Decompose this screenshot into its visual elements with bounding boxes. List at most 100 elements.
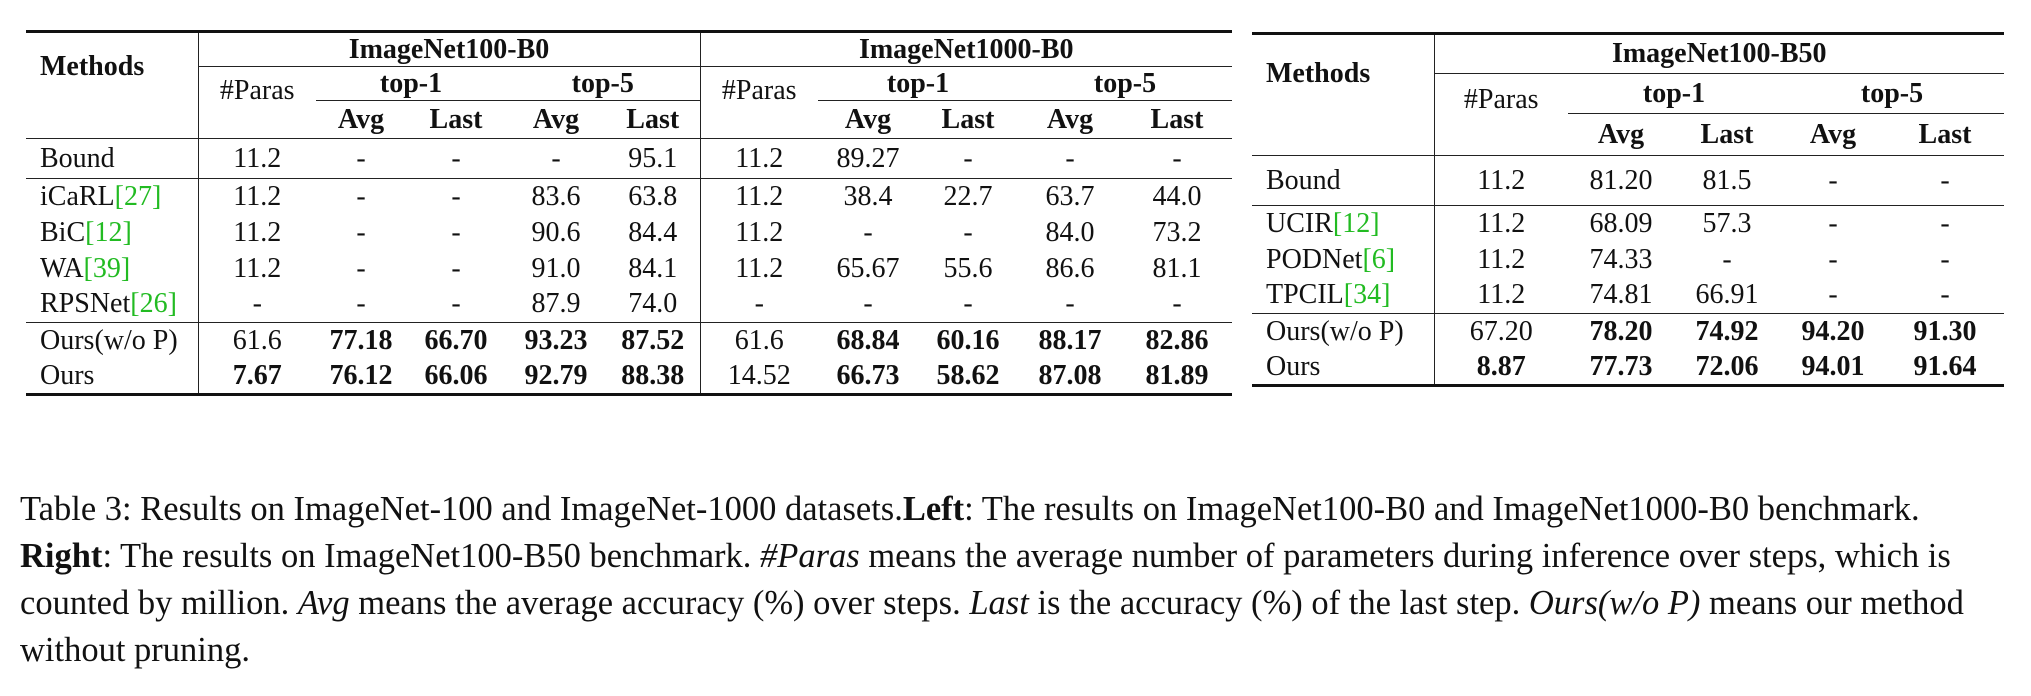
citation-link[interactable]: [6] (1362, 243, 1396, 275)
method-label: WA (40, 252, 84, 284)
method-name: BiC[12] (26, 214, 199, 251)
table-cell: - (1172, 288, 1182, 320)
table-row: TPCIL[34] 11.2 74.81 66.91 - - (1252, 277, 2004, 314)
avg-header: Avg (1046, 103, 1094, 135)
caption-ours-text: means our method without pruning. (20, 584, 1964, 669)
method-label: Ours (1266, 350, 1321, 382)
table-cell: 14.52 (727, 359, 791, 391)
table-row: Ours(w/o P) 61.6 77.18 66.70 93.23 87.52 61.6 6… (26, 322, 1232, 359)
table-cell: 94.01 (1801, 350, 1865, 382)
method-name: TPCIL[34] (1252, 277, 1435, 314)
table-cell: 86.6 (1045, 252, 1095, 284)
table-row: Bound 11.2- - -95.1 11.2 89.27- - - (26, 138, 1232, 179)
table-cell: 88.17 (1018, 322, 1122, 359)
table-cell: - (1122, 138, 1232, 179)
avg-header: Avg (844, 103, 892, 135)
top5-header: top-5 (506, 66, 701, 101)
table-cell: 8.87 (1476, 350, 1526, 382)
table-cell: 92.79 (524, 359, 588, 391)
caption-left-word: Left (902, 490, 965, 528)
table-cell: 11.2 (735, 216, 784, 248)
method-label: Bound (1266, 164, 1341, 196)
paras-header: #Paras (721, 75, 797, 106)
table-row: Ours 7.67 76.12 66.06 92.79 88.38 14.52 66.73 58… (26, 358, 1232, 395)
method-name: Bound (1252, 155, 1435, 206)
table-cell: 91.64 (1913, 350, 1977, 382)
table-cell: 65.67 (836, 252, 900, 284)
avg-header: Avg (337, 103, 385, 135)
table-row: Ours 8.87 77.73 72.06 94.01 91.64 (1252, 349, 2004, 386)
avg-header: Avg (1809, 118, 1857, 150)
method-label: RPSNet (40, 288, 131, 320)
table-cell: - (1828, 243, 1838, 275)
table-cell: 67.20 (1434, 313, 1568, 350)
table-cell: - (252, 288, 262, 320)
table-cell: 81.20 (1568, 155, 1674, 206)
method-label: Ours(w/o P) (40, 324, 178, 356)
table-cell: - (406, 178, 506, 215)
table-cell: 68.84 (818, 322, 918, 359)
last-header: Last (1150, 103, 1204, 135)
top5-header: top-5 (1018, 66, 1232, 101)
table-cell: - (918, 138, 1018, 179)
table-cell: - (754, 288, 764, 320)
citation-link[interactable]: [27] (114, 180, 162, 212)
caption-avg-term: Avg (297, 584, 350, 622)
table-cell: 82.86 (1122, 322, 1232, 359)
top5-header: top-5 (1780, 73, 2004, 114)
citation-link[interactable]: [26] (130, 288, 177, 320)
caption-ours-term: Ours(w/o P) (1528, 584, 1701, 622)
citation-link[interactable]: [39] (83, 252, 131, 284)
table-cell: 74.33 (1589, 243, 1653, 275)
method-name: iCaRL[27] (26, 178, 199, 215)
table-cell: - (1722, 243, 1732, 275)
table-cell: 93.23 (506, 322, 606, 359)
table-cell: - (406, 138, 506, 179)
last-header: Last (429, 103, 483, 135)
table-cell: - (1940, 243, 1950, 275)
table-cell: 22.7 (918, 178, 1018, 215)
table-cell: 87.08 (1038, 359, 1102, 391)
caption-last-term: Last (969, 584, 1029, 622)
paras-header: #Paras (219, 75, 295, 106)
table-cell: 11.2 (1434, 205, 1568, 242)
table-cell: - (963, 288, 973, 320)
citation-link[interactable]: [12] (85, 216, 132, 248)
table-cell: 84.0 (1045, 216, 1095, 248)
table-cell: 11.2 (1477, 243, 1526, 275)
method-label: PODNet (1266, 243, 1363, 275)
table-cell: 63.7 (1018, 178, 1122, 215)
table-cell: - (1065, 288, 1075, 320)
method-label: UCIR (1266, 207, 1333, 239)
avg-header: Avg (1597, 118, 1645, 150)
results-table-left: Methods ImageNet100-B0 ImageNet1000-B0 #… (26, 30, 1232, 396)
table-caption: Table 3: Results on ImageNet-100 and Ima… (20, 486, 2010, 674)
table-cell: 73.2 (1152, 216, 1202, 248)
top1-header: top-1 (818, 66, 1018, 101)
method-name: Ours (1252, 349, 1435, 386)
table-cell: 63.8 (606, 178, 701, 215)
caption-last-text: is the accuracy (%) of the last step. (1028, 584, 1529, 622)
table-cell: - (451, 216, 461, 248)
group-header-imagenet1000-b0: ImageNet1000-B0 (700, 31, 1232, 67)
caption-left-text: : The results on ImageNet100-B0 and Imag… (964, 490, 1920, 528)
top1-header: top-1 (1568, 73, 1780, 114)
table-cell: 94.20 (1780, 313, 1886, 350)
citation-link[interactable]: [12] (1332, 207, 1380, 239)
method-name: PODNet[6] (1252, 241, 1435, 278)
method-label: Ours (40, 359, 95, 391)
table-cell: 74.0 (606, 286, 701, 323)
last-header: Last (606, 100, 701, 139)
table-cell: 66.70 (406, 322, 506, 359)
method-name: RPSNet[26] (26, 286, 199, 323)
table-cell: 61.6 (198, 322, 316, 359)
table-cell: 58.62 (936, 359, 1000, 391)
last-header: Last (1918, 118, 1972, 150)
table-cell: - (1780, 205, 1886, 242)
table-cell: 66.06 (424, 359, 488, 391)
method-name: UCIR[12] (1252, 205, 1435, 242)
citation-link[interactable]: [34] (1343, 279, 1391, 311)
caption-right-word: Right (20, 537, 103, 575)
table-cell: 90.6 (531, 216, 581, 248)
table-cell: 72.06 (1695, 350, 1759, 382)
